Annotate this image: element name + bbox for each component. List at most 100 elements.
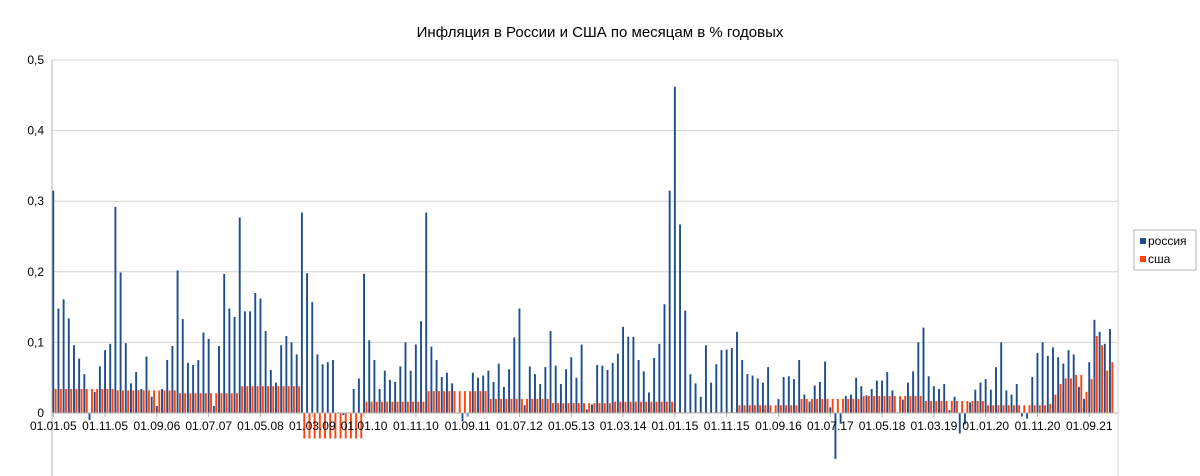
y-tick-label: 0,2: [27, 265, 44, 279]
y-tick-label: 0,5: [27, 53, 44, 67]
bar-russia: [212, 405, 215, 413]
bar-russia: [135, 372, 138, 413]
bar-usa: [142, 390, 145, 413]
bar-usa: [562, 403, 565, 413]
bar-russia: [300, 212, 303, 413]
bar-russia: [62, 299, 65, 413]
bar-russia: [539, 384, 542, 413]
bar-usa: [137, 390, 140, 413]
bar-usa: [857, 398, 860, 413]
bar-usa: [111, 388, 114, 413]
bar-russia: [259, 298, 262, 413]
bar-russia: [544, 367, 547, 413]
bar-usa: [981, 400, 984, 413]
bar-russia: [844, 396, 847, 413]
bar-russia: [306, 273, 309, 413]
bar-russia: [673, 86, 676, 413]
bar-usa: [272, 386, 275, 413]
bar-usa: [1013, 405, 1015, 413]
bar-russia: [52, 190, 55, 413]
bar-russia: [1052, 347, 1054, 413]
bar-usa: [375, 401, 378, 413]
bar-russia: [891, 390, 894, 413]
bar-russia: [761, 382, 764, 413]
bar-russia: [445, 372, 448, 413]
bar-usa: [660, 401, 663, 413]
bar-russia: [901, 399, 904, 413]
bar-usa: [365, 401, 368, 413]
bar-russia: [710, 382, 713, 413]
bar-russia: [886, 372, 889, 413]
bar-usa: [1090, 379, 1093, 413]
bar-russia: [922, 327, 925, 413]
bar-russia: [482, 375, 485, 413]
bar-usa: [987, 405, 989, 413]
bar-russia: [528, 366, 531, 413]
bar-usa: [438, 391, 440, 413]
bar-usa: [1080, 374, 1083, 413]
bar-usa: [298, 386, 301, 413]
bar-usa: [1075, 374, 1078, 413]
bar-russia: [746, 374, 749, 413]
bar-usa: [432, 391, 435, 413]
bar-russia: [471, 372, 474, 413]
x-tick-label: 01.11.05: [82, 419, 128, 433]
bar-russia: [1083, 398, 1086, 413]
x-tick-label: 01.05.13: [548, 419, 595, 433]
bar-usa: [453, 391, 456, 413]
bar-russia: [389, 379, 391, 413]
bar-russia: [989, 389, 992, 413]
bar-russia: [130, 383, 132, 413]
bar-russia: [124, 343, 127, 413]
axes: [51, 60, 1119, 476]
bar-usa: [567, 403, 570, 413]
bar-usa: [256, 386, 259, 413]
bar-usa: [1044, 405, 1046, 413]
bar-russia: [378, 388, 381, 413]
bar-usa: [484, 391, 487, 413]
bar-usa: [225, 393, 228, 413]
bar-russia: [958, 413, 961, 434]
bar-usa: [919, 396, 922, 413]
bar-russia: [57, 308, 60, 413]
bar-russia: [932, 386, 935, 413]
bar-russia: [803, 394, 806, 413]
grid: [52, 59, 1118, 343]
bar-russia: [1036, 352, 1039, 413]
bar-usa: [976, 400, 979, 413]
bar-usa: [935, 400, 938, 413]
bar-russia: [699, 396, 702, 413]
bar-russia: [616, 353, 619, 413]
bar-usa: [546, 398, 549, 413]
bar-usa: [479, 391, 482, 413]
bar-usa: [774, 405, 777, 413]
bar-russia: [109, 343, 112, 413]
bar-usa: [619, 401, 622, 413]
bar-usa: [277, 386, 280, 413]
bar-usa: [396, 401, 399, 413]
bar-usa: [1007, 405, 1010, 413]
x-tick-label: 01.03.19: [911, 419, 958, 433]
bar-usa: [75, 388, 78, 413]
bar-usa: [500, 398, 503, 413]
bar-usa: [914, 396, 917, 413]
bar-usa: [852, 398, 855, 413]
bar-usa: [406, 401, 409, 413]
bar-usa: [292, 386, 295, 413]
bar-russia: [186, 362, 189, 413]
bar-russia: [741, 360, 744, 413]
bar-russia: [477, 377, 479, 413]
bar-usa: [189, 393, 192, 413]
x-tick-label: 01.09.11: [445, 419, 491, 433]
bar-usa: [463, 391, 466, 413]
bar-usa: [748, 405, 751, 413]
bar-usa: [873, 396, 876, 413]
bar-usa: [634, 401, 637, 413]
bar-usa: [888, 396, 891, 413]
bar-russia: [425, 212, 428, 413]
bar-russia: [875, 380, 878, 413]
bar-usa: [474, 391, 477, 413]
bar-usa: [640, 401, 642, 413]
bar-usa: [147, 390, 150, 413]
bar-usa: [577, 403, 580, 413]
